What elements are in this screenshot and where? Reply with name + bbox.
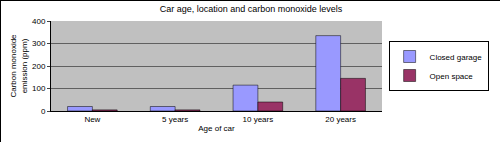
svg-text:5 years: 5 years [162, 115, 188, 124]
svg-text:20 years: 20 years [325, 115, 356, 124]
svg-text:10 years: 10 years [243, 115, 274, 124]
svg-text:Open space: Open space [430, 72, 474, 81]
svg-text:Car age, location and carbon m: Car age, location and carbon monoxide le… [160, 4, 343, 14]
svg-text:200: 200 [32, 62, 46, 71]
svg-text:Closed garage: Closed garage [430, 53, 483, 62]
svg-text:0: 0 [41, 107, 46, 116]
svg-text:100: 100 [32, 84, 46, 93]
svg-text:Carbon monoxideemission (ppm): Carbon monoxideemission (ppm) [9, 34, 28, 98]
svg-text:300: 300 [32, 39, 46, 48]
svg-text:Age of car: Age of car [198, 124, 235, 133]
svg-text:New: New [84, 115, 100, 124]
svg-text:400: 400 [32, 17, 46, 26]
